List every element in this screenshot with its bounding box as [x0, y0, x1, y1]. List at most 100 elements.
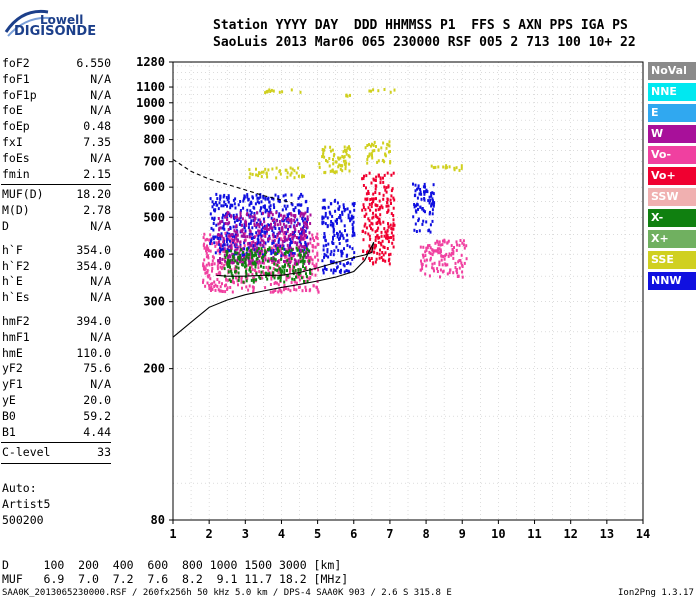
- echo-point: [321, 155, 324, 159]
- echo-point: [438, 263, 441, 267]
- echo-point: [299, 274, 302, 278]
- echo-point: [450, 244, 453, 248]
- echo-point: [245, 279, 248, 283]
- echo-point: [246, 235, 249, 239]
- echo-point: [377, 226, 380, 230]
- echo-point: [206, 274, 209, 278]
- echo-point: [384, 154, 387, 158]
- echo-point: [258, 255, 261, 258]
- echo-point: [253, 254, 255, 258]
- echo-point: [238, 249, 241, 253]
- echo-point: [388, 144, 391, 148]
- y-tick-label: 900: [143, 113, 165, 127]
- param-name: yE: [2, 392, 16, 407]
- echo-point: [379, 213, 382, 217]
- echo-point: [302, 219, 305, 223]
- echo-point: [423, 190, 425, 194]
- echo-point: [267, 248, 269, 251]
- x-tick-label: 6: [350, 527, 357, 541]
- echo-point: [428, 201, 431, 205]
- echo-point: [345, 150, 347, 154]
- echo-point: [229, 286, 232, 289]
- echo-point: [379, 222, 382, 226]
- echo-point: [465, 244, 468, 248]
- echo-point: [446, 241, 449, 245]
- echo-point: [289, 233, 292, 236]
- echo-point: [422, 185, 425, 189]
- file-info: SAA0K_2013065230000.RSF / 260fx256h 50 k…: [2, 588, 452, 598]
- echo-point: [300, 211, 303, 215]
- echo-point: [346, 233, 349, 237]
- echo-point: [217, 240, 220, 244]
- echo-point: [308, 231, 311, 235]
- param-name: hmE: [2, 345, 23, 360]
- echo-point: [220, 262, 223, 265]
- echo-point: [225, 234, 228, 238]
- echo-point: [291, 234, 294, 237]
- echo-point: [444, 166, 447, 170]
- echo-point: [452, 271, 455, 275]
- echo-point: [211, 282, 214, 286]
- echo-point: [386, 197, 389, 201]
- echo-point: [242, 199, 245, 203]
- echo-point: [455, 166, 458, 170]
- echo-point: [336, 232, 339, 236]
- echo-point: [380, 256, 383, 259]
- echo-point: [262, 253, 264, 257]
- echo-point: [332, 268, 335, 272]
- echo-point: [277, 260, 279, 264]
- echo-point: [414, 193, 417, 197]
- echo-point: [263, 220, 266, 224]
- echo-point: [286, 230, 289, 234]
- echo-point: [273, 257, 276, 261]
- echo-point: [237, 251, 240, 255]
- echo-point: [255, 272, 258, 276]
- echo-point: [367, 232, 370, 236]
- param-value: N/A: [90, 274, 111, 289]
- echo-point: [272, 197, 275, 201]
- echo-point: [216, 284, 219, 288]
- echo-point: [374, 213, 377, 217]
- echo-point: [287, 246, 290, 250]
- echo-point: [251, 285, 254, 289]
- echo-point: [364, 222, 367, 226]
- echo-point: [231, 233, 234, 236]
- echo-point: [208, 287, 211, 290]
- echo-point: [246, 247, 249, 251]
- echo-point: [260, 270, 263, 274]
- echo-point: [349, 217, 352, 221]
- legend-item: NNW: [648, 272, 696, 290]
- echo-point: [345, 239, 348, 243]
- echo-point: [271, 233, 274, 237]
- echo-point: [230, 215, 233, 219]
- echo-point: [225, 196, 228, 200]
- echo-point: [281, 90, 284, 94]
- echo-point: [249, 266, 251, 270]
- echo-point: [381, 206, 384, 210]
- param-value: 18.20: [76, 187, 111, 202]
- echo-point: [370, 89, 372, 93]
- echo-point: [352, 230, 354, 234]
- param-row: h`E N/A: [1, 274, 111, 290]
- echo-point: [234, 259, 237, 263]
- echo-point: [224, 231, 227, 235]
- echo-point: [215, 273, 218, 276]
- echo-point: [277, 214, 280, 218]
- echo-point: [444, 263, 447, 267]
- echo-point: [365, 212, 368, 216]
- echo-point: [239, 240, 242, 244]
- echo-point: [299, 90, 302, 94]
- echo-point: [289, 289, 292, 293]
- echo-point: [227, 211, 230, 215]
- echo-point: [205, 255, 208, 259]
- echo-point: [441, 270, 444, 274]
- echo-point: [295, 243, 298, 247]
- echo-point: [241, 258, 244, 262]
- echo-point: [231, 238, 234, 242]
- echo-point: [270, 277, 273, 281]
- echo-point: [417, 217, 420, 221]
- echo-point: [234, 197, 237, 201]
- param-name: h`F2: [2, 258, 30, 273]
- echo-point: [432, 166, 435, 170]
- echo-point: [276, 233, 279, 237]
